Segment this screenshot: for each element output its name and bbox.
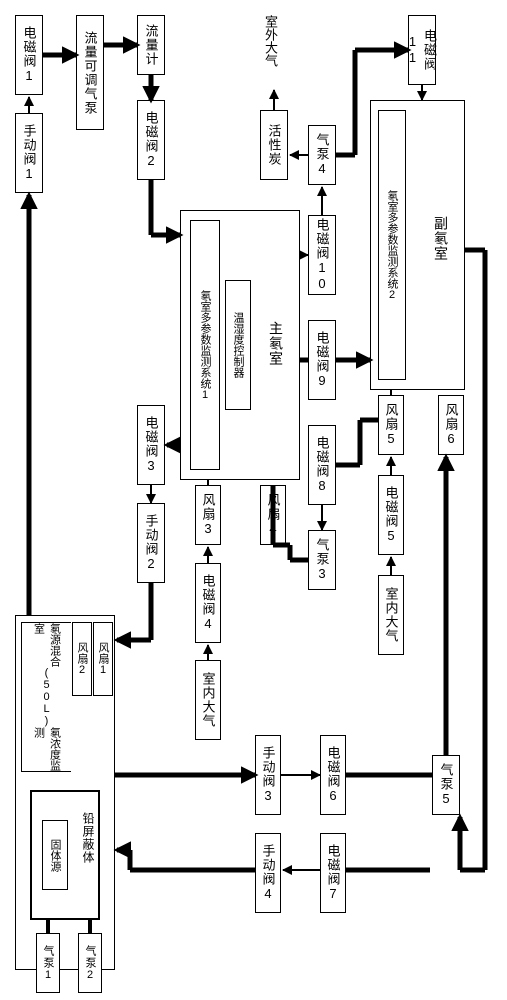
fan3: 风扇3: [195, 485, 221, 545]
valve-sm10: 电磁阀10: [308, 215, 336, 295]
valve-sm8: 电磁阀8: [308, 425, 336, 505]
fan1: 风扇1: [93, 622, 113, 696]
manual3: 手动阀3: [255, 735, 281, 815]
pump3: 气泵3: [308, 530, 336, 590]
valve-sm9: 电磁阀9: [308, 320, 336, 400]
valve-sm6: 电磁阀6: [320, 735, 346, 815]
sub-room-label: 副氡室: [431, 216, 451, 261]
manual2: 手动阀2: [137, 503, 165, 583]
sys2: 氡室多参数监测系统2: [378, 110, 406, 380]
fan6: 风扇6: [438, 395, 464, 455]
fan4: 风扇4: [260, 485, 286, 545]
mix-room-title: 氡源混合室 (50L) 氡浓度监测: [21, 622, 71, 772]
indoor-air2: 室内大气: [378, 575, 404, 655]
valve-sm4: 电磁阀4: [195, 563, 221, 643]
fan2: 风扇2: [72, 622, 92, 696]
outdoor-air: 室外大气: [261, 15, 280, 67]
fan5: 风扇5: [378, 395, 404, 455]
manual4: 手动阀4: [255, 833, 281, 913]
valve-sm2: 电磁阀2: [137, 100, 165, 180]
carbon: 活性炭: [260, 110, 288, 180]
sys1: 氡室多参数监测系统1: [190, 220, 220, 470]
manual1: 手动阀1: [15, 113, 43, 193]
indoor-air1: 室内大气: [195, 660, 221, 740]
temp-ctrl: 温湿度控制器: [225, 280, 251, 410]
main-room-label: 主氡室: [266, 321, 286, 366]
solid-src: 固体源: [42, 820, 68, 890]
valve-sm11: 电磁阀11: [408, 15, 436, 85]
valve-sm1: 电磁阀1: [15, 15, 43, 95]
valve-sm5: 电磁阀5: [378, 475, 404, 555]
pump-adj: 流量可调气泵: [76, 15, 104, 130]
pump2: 气泵2: [78, 933, 102, 993]
pump4: 气泵4: [308, 125, 336, 185]
flowmeter: 流量计: [137, 15, 165, 75]
valve-sm3: 电磁阀3: [137, 405, 165, 485]
pump5: 气泵5: [432, 755, 460, 815]
pump1: 气泵1: [36, 933, 60, 993]
valve-sm7: 电磁阀7: [320, 833, 346, 913]
